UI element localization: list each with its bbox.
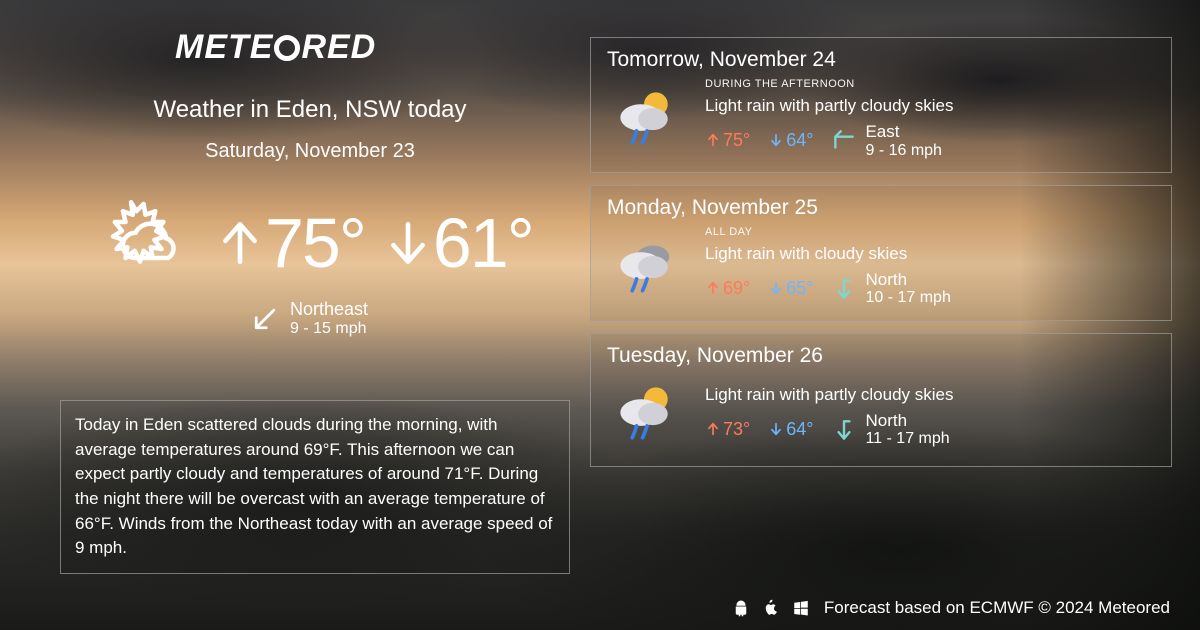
wind-arrow-icon	[250, 304, 280, 334]
today-wind: Northeast 9 - 15 mph	[250, 300, 368, 337]
weather-icon	[607, 374, 687, 454]
partly-cloudy-icon	[95, 195, 185, 290]
forecast-card: Tomorrow, November 24 DURING THE AFTERNO…	[590, 37, 1172, 173]
forecast-card: Tuesday, November 26 Light rain with par…	[590, 333, 1172, 467]
forecast-wind: North10 - 17 mph	[831, 270, 950, 308]
page-title: Weather in Eden, NSW today	[60, 96, 560, 124]
wind-arrow-icon	[831, 417, 857, 443]
forecast-period: ALL DAY	[705, 226, 1155, 238]
forecast-high: 69°	[705, 278, 750, 299]
wind-direction: Northeast	[290, 300, 368, 320]
forecast-high: 75°	[705, 130, 750, 151]
forecast-date: Monday, November 25	[607, 196, 1155, 220]
wind-arrow-icon	[831, 276, 857, 302]
forecast-low: 64°	[768, 130, 813, 151]
today-description: Today in Eden scattered clouds during th…	[60, 400, 570, 574]
forecast-date: Tuesday, November 26	[607, 344, 1155, 368]
forecast-wind: East9 - 16 mph	[831, 122, 941, 160]
today-low: 61°	[383, 203, 533, 283]
footer-text: Forecast based on ECMWF © 2024 Meteored	[824, 598, 1170, 618]
forecast-condition: Light rain with partly cloudy skies	[705, 96, 1155, 116]
forecast-condition: Light rain with cloudy skies	[705, 244, 1155, 264]
forecast-date: Tomorrow, November 24	[607, 48, 1155, 72]
android-icon	[732, 599, 750, 617]
apple-icon	[762, 599, 780, 617]
forecast-low: 65°	[768, 278, 813, 299]
forecast-high: 73°	[705, 419, 750, 440]
weather-icon	[607, 79, 687, 159]
windows-icon	[792, 599, 810, 617]
brand-logo: METERED	[175, 28, 376, 67]
today-summary: 75° 61°	[95, 195, 533, 290]
today-date: Saturday, November 23	[60, 140, 560, 163]
forecast-card: Monday, November 25 ALL DAY Light rain w…	[590, 185, 1172, 321]
wind-arrow-icon	[831, 128, 857, 154]
forecast-period: DURING THE AFTERNOON	[705, 78, 1155, 90]
weather-icon	[607, 227, 687, 307]
today-high: 75°	[215, 203, 365, 283]
wind-speed: 9 - 15 mph	[290, 320, 368, 338]
footer: Forecast based on ECMWF © 2024 Meteored	[732, 598, 1170, 618]
forecast-low: 64°	[768, 419, 813, 440]
forecast-condition: Light rain with partly cloudy skies	[705, 385, 1155, 405]
forecast-wind: North11 - 17 mph	[831, 411, 949, 449]
forecast-list: Tomorrow, November 24 DURING THE AFTERNO…	[590, 37, 1172, 467]
